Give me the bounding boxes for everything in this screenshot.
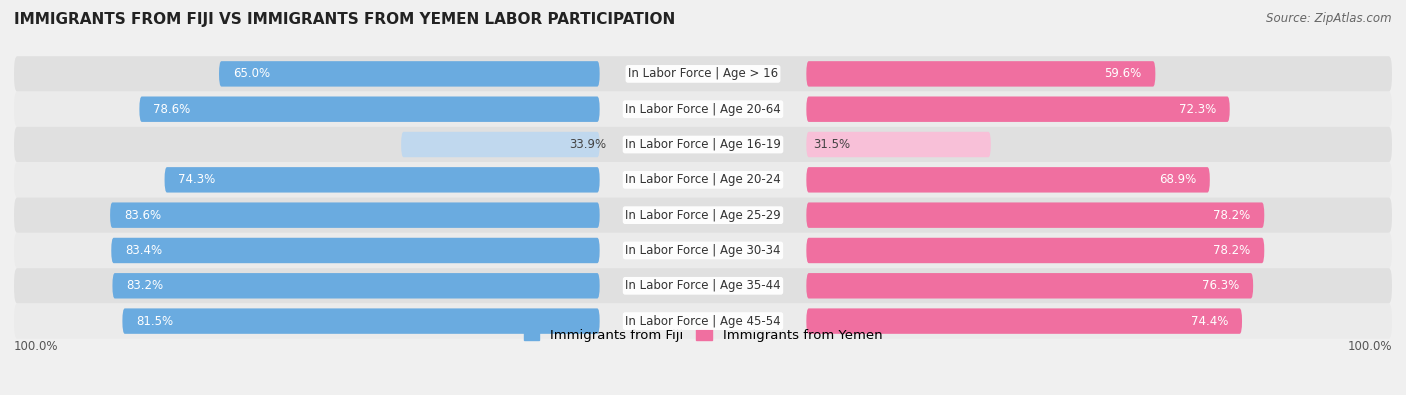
FancyBboxPatch shape [110,203,599,228]
Text: 72.3%: 72.3% [1178,103,1216,116]
Text: 31.5%: 31.5% [813,138,851,151]
FancyBboxPatch shape [807,238,1264,263]
FancyBboxPatch shape [807,167,1209,192]
Text: 59.6%: 59.6% [1104,68,1142,81]
Text: In Labor Force | Age 45-54: In Labor Force | Age 45-54 [626,314,780,327]
Text: 83.4%: 83.4% [125,244,162,257]
Text: 68.9%: 68.9% [1159,173,1197,186]
Text: 100.0%: 100.0% [14,340,59,353]
FancyBboxPatch shape [807,308,1241,334]
FancyBboxPatch shape [14,127,1392,162]
Text: In Labor Force | Age 35-44: In Labor Force | Age 35-44 [626,279,780,292]
FancyBboxPatch shape [807,132,991,157]
Text: In Labor Force | Age 16-19: In Labor Force | Age 16-19 [626,138,780,151]
Text: 100.0%: 100.0% [1347,340,1392,353]
FancyBboxPatch shape [112,273,599,299]
Text: 78.2%: 78.2% [1213,244,1250,257]
Text: In Labor Force | Age > 16: In Labor Force | Age > 16 [628,68,778,81]
FancyBboxPatch shape [122,308,599,334]
Text: In Labor Force | Age 20-24: In Labor Force | Age 20-24 [626,173,780,186]
Text: In Labor Force | Age 30-34: In Labor Force | Age 30-34 [626,244,780,257]
Text: 78.6%: 78.6% [153,103,190,116]
Text: 81.5%: 81.5% [136,314,173,327]
FancyBboxPatch shape [807,61,1156,87]
Text: Source: ZipAtlas.com: Source: ZipAtlas.com [1267,12,1392,25]
Text: In Labor Force | Age 20-64: In Labor Force | Age 20-64 [626,103,780,116]
Text: 33.9%: 33.9% [569,138,606,151]
FancyBboxPatch shape [14,198,1392,233]
Text: 83.2%: 83.2% [127,279,163,292]
FancyBboxPatch shape [807,273,1253,299]
Text: 83.6%: 83.6% [124,209,162,222]
FancyBboxPatch shape [14,268,1392,303]
FancyBboxPatch shape [14,56,1392,92]
Text: 78.2%: 78.2% [1213,209,1250,222]
FancyBboxPatch shape [14,162,1392,198]
Text: In Labor Force | Age 25-29: In Labor Force | Age 25-29 [626,209,780,222]
FancyBboxPatch shape [14,233,1392,268]
FancyBboxPatch shape [219,61,599,87]
FancyBboxPatch shape [807,203,1264,228]
FancyBboxPatch shape [401,132,599,157]
Text: 74.4%: 74.4% [1191,314,1229,327]
FancyBboxPatch shape [14,303,1392,339]
Text: 65.0%: 65.0% [233,68,270,81]
FancyBboxPatch shape [139,96,599,122]
FancyBboxPatch shape [807,96,1230,122]
FancyBboxPatch shape [14,92,1392,127]
FancyBboxPatch shape [111,238,599,263]
FancyBboxPatch shape [165,167,599,192]
Text: 74.3%: 74.3% [179,173,215,186]
Legend: Immigrants from Fiji, Immigrants from Yemen: Immigrants from Fiji, Immigrants from Ye… [519,324,887,347]
Text: IMMIGRANTS FROM FIJI VS IMMIGRANTS FROM YEMEN LABOR PARTICIPATION: IMMIGRANTS FROM FIJI VS IMMIGRANTS FROM … [14,12,675,27]
Text: 76.3%: 76.3% [1202,279,1239,292]
